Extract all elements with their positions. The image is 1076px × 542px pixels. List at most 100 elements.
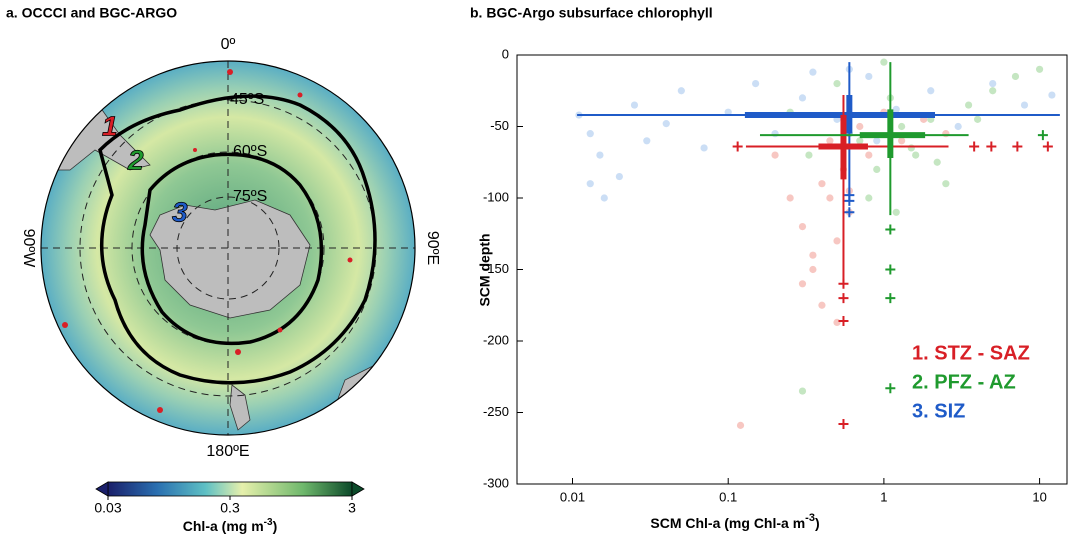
- outlier: [885, 264, 896, 275]
- point: [880, 58, 888, 66]
- point: [818, 180, 826, 188]
- legend-label: 3. SIZ: [912, 400, 965, 422]
- point: [892, 105, 900, 113]
- point: [630, 101, 639, 109]
- point: [989, 80, 997, 88]
- point: [1011, 72, 1020, 81]
- map-border: [40, 60, 416, 436]
- panel-title: a. OCCCI and BGC-ARGO: [6, 5, 177, 21]
- point: [898, 137, 906, 145]
- outlier: [986, 141, 997, 152]
- point: [818, 301, 826, 309]
- point: [586, 180, 594, 188]
- point: [833, 237, 841, 245]
- point: [786, 194, 794, 202]
- point: [942, 180, 950, 188]
- legend-label: 1. STZ - SAZ: [912, 342, 1030, 364]
- point: [809, 251, 817, 259]
- point: [974, 115, 982, 123]
- outlier: [838, 315, 849, 326]
- point: [907, 144, 915, 152]
- point: [826, 194, 834, 202]
- y-axis-label: SCM depth: [477, 233, 493, 306]
- y-tick-label: -150: [483, 261, 509, 276]
- point: [865, 194, 873, 202]
- plot-frame: [516, 54, 1068, 485]
- point: [700, 144, 708, 152]
- point: [833, 318, 841, 327]
- longitude-label: 0º: [221, 36, 236, 53]
- outlier: [885, 293, 896, 304]
- colorbar: Chl-a (mg m-3) 0.03 0.3 3: [94, 481, 365, 534]
- point: [873, 137, 881, 145]
- label-sup: -3: [264, 517, 273, 528]
- point: [865, 72, 873, 81]
- point: [964, 101, 973, 109]
- point: [912, 151, 920, 159]
- colorbar-tick-label: 3: [348, 500, 356, 516]
- point: [809, 265, 817, 274]
- point: [643, 137, 651, 145]
- colorbar-tick-label: 0.03: [94, 500, 121, 516]
- colorbar-tick-label: 0.3: [220, 500, 240, 516]
- longitude-label: 90ºW: [20, 229, 37, 269]
- x-tick-label: 1: [880, 489, 887, 504]
- point: [954, 122, 962, 131]
- point: [927, 87, 935, 95]
- colorbar-label: Chl-a (mg m-3): [183, 517, 277, 534]
- y-tick-label: -100: [483, 189, 509, 204]
- point: [865, 151, 873, 159]
- outlier: [732, 141, 743, 152]
- outlier: [1037, 130, 1048, 141]
- point: [942, 130, 950, 138]
- x-tick-label: 10: [1032, 489, 1046, 504]
- point: [736, 421, 745, 429]
- point: [898, 122, 906, 131]
- zone-label: 2: [127, 144, 144, 175]
- point: [892, 208, 900, 216]
- point: [798, 223, 807, 231]
- y-tick-label: -50: [490, 118, 509, 133]
- point: [771, 151, 779, 159]
- x-tick-label: 0.01: [560, 489, 585, 504]
- point: [798, 387, 807, 395]
- point: [586, 130, 594, 138]
- point: [596, 151, 604, 159]
- y-tick-label: -200: [483, 332, 509, 347]
- outlier: [844, 195, 855, 206]
- map: 0º 180ºE 90ºW 90ºE 45ºS 60ºS 75ºS 1 2 3: [20, 36, 441, 460]
- point: [809, 68, 817, 76]
- label-sup: -3: [805, 512, 815, 524]
- label-text: ): [815, 515, 820, 531]
- point: [1035, 65, 1044, 73]
- legend-label: 2. PFZ - AZ: [912, 371, 1016, 393]
- point: [771, 130, 779, 138]
- colorbar-ramp: [107, 481, 353, 497]
- point: [933, 158, 941, 166]
- point: [752, 80, 760, 88]
- point: [856, 137, 864, 145]
- label-text: SCM Chl-a (mg Chl-a m: [650, 515, 805, 531]
- outlier: [838, 278, 849, 289]
- x-tick-label: 0.1: [719, 489, 737, 504]
- y-tick-label: -250: [483, 404, 509, 419]
- x-axis-label: SCM Chl-a (mg Chl-a m-3): [650, 512, 819, 531]
- zone-label: 1: [102, 110, 118, 141]
- point: [798, 94, 807, 102]
- outlier: [969, 141, 980, 152]
- longitude-label: 90ºE: [424, 231, 441, 265]
- y-tick-label: 0: [502, 46, 509, 61]
- outlier: [885, 383, 896, 394]
- colorbar-extend: [95, 481, 109, 497]
- point: [615, 172, 623, 181]
- point: [873, 165, 881, 173]
- point: [600, 194, 608, 202]
- outlier: [844, 207, 855, 218]
- point: [826, 137, 834, 145]
- label-text: ): [273, 518, 278, 534]
- point: [662, 120, 670, 128]
- outlier: [885, 224, 896, 235]
- point: [724, 108, 732, 116]
- latitude-label: 60ºS: [233, 143, 267, 160]
